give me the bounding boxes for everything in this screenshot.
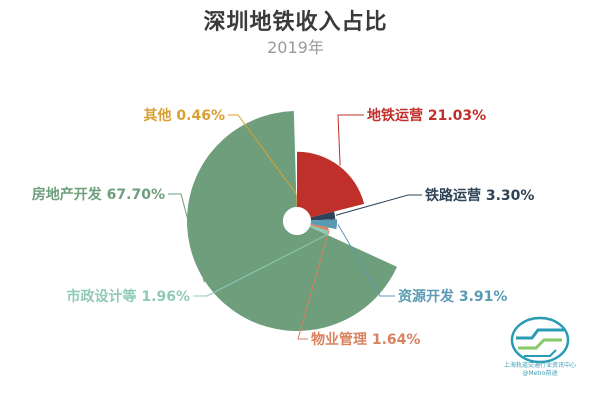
slice-label-7: 其他 0.46%	[144, 107, 225, 124]
slice-label-3: 资源开发 3.91%	[398, 288, 507, 305]
slice-2	[310, 211, 336, 221]
slice-6	[187, 111, 397, 332]
leader-line-2	[335, 194, 422, 216]
chart-leader-lines	[168, 114, 422, 340]
leader-line-5	[193, 233, 330, 297]
leader-line-1	[337, 114, 364, 166]
leader-line-7	[228, 114, 298, 195]
chart-subtitle: 2019年	[267, 38, 324, 57]
slice-label-2: 铁路运营 3.30%	[425, 187, 534, 204]
chart-slices	[187, 111, 397, 332]
watermark-text: 上海轨道交通行业资讯中心 @Metro前途	[495, 362, 585, 378]
chart-title: 深圳地铁收入占比	[203, 10, 388, 35]
slice-1	[297, 151, 365, 218]
leader-line-3	[337, 224, 395, 297]
slice-label-5: 市政设计等 1.96%	[67, 288, 190, 305]
watermark-line1: 上海轨道交通行业资讯中心	[503, 362, 576, 369]
slice-7	[296, 195, 297, 208]
chart-labels: 地铁运营 21.03% 铁路运营 3.30% 资源开发 3.91% 物业管理 1.64…	[32, 107, 535, 348]
slice-5	[309, 225, 330, 236]
slice-4	[310, 223, 329, 231]
slice-3	[310, 219, 338, 230]
watermark-logo	[510, 316, 570, 364]
leader-line-4	[297, 229, 330, 340]
watermark-line2: @Metro前途	[522, 370, 558, 377]
slice-label-4: 物业管理 1.64%	[311, 331, 420, 348]
chart-center-hole	[283, 207, 311, 235]
leader-line-6	[168, 193, 205, 283]
slice-label-1: 地铁运营 21.03%	[367, 107, 486, 124]
slice-label-6: 房地产开发 67.70%	[32, 186, 165, 203]
